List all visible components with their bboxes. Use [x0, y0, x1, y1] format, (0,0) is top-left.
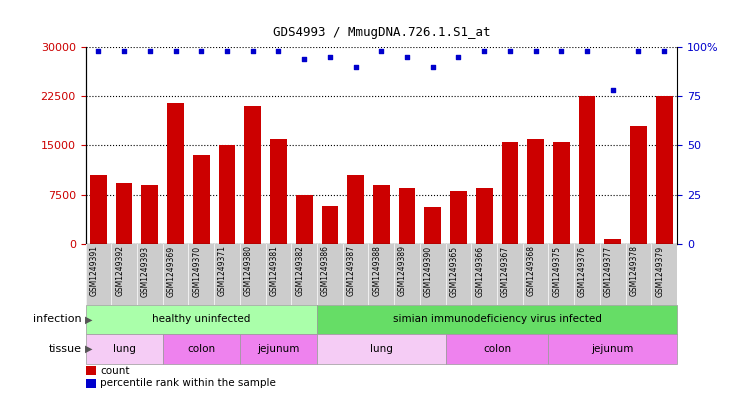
- Bar: [527, 139, 544, 244]
- Point: [350, 64, 362, 70]
- Bar: [116, 184, 132, 244]
- Text: tissue: tissue: [49, 344, 82, 354]
- Point: [272, 48, 284, 54]
- Bar: [141, 185, 158, 244]
- Point: [118, 48, 130, 54]
- Point: [401, 54, 413, 60]
- Bar: [163, 334, 240, 364]
- Bar: [86, 366, 96, 375]
- Text: GSM1249369: GSM1249369: [167, 246, 176, 297]
- Text: simian immunodeficiency virus infected: simian immunodeficiency virus infected: [393, 314, 601, 324]
- Text: jejunum: jejunum: [591, 344, 634, 354]
- Text: GSM1249382: GSM1249382: [295, 246, 304, 296]
- Text: GDS4993 / MmugDNA.726.1.S1_at: GDS4993 / MmugDNA.726.1.S1_at: [272, 26, 490, 39]
- Point: [196, 48, 208, 54]
- Text: lung: lung: [370, 344, 393, 354]
- Point: [530, 48, 542, 54]
- Text: GSM1249391: GSM1249391: [89, 246, 98, 296]
- Text: lung: lung: [112, 344, 135, 354]
- Point: [376, 48, 388, 54]
- Text: count: count: [100, 365, 130, 376]
- Bar: [424, 207, 441, 244]
- Text: GSM1249366: GSM1249366: [475, 246, 484, 297]
- Point: [221, 48, 233, 54]
- Text: GSM1249368: GSM1249368: [527, 246, 536, 296]
- Text: GSM1249378: GSM1249378: [629, 246, 638, 296]
- Bar: [450, 191, 466, 244]
- Bar: [86, 305, 317, 334]
- Bar: [86, 379, 96, 388]
- Text: GSM1249387: GSM1249387: [347, 246, 356, 296]
- Text: GSM1249371: GSM1249371: [218, 246, 227, 296]
- Text: ▶: ▶: [85, 314, 92, 324]
- Bar: [548, 334, 677, 364]
- Bar: [167, 103, 184, 244]
- Bar: [317, 334, 446, 364]
- Text: healthy uninfected: healthy uninfected: [152, 314, 251, 324]
- Text: GSM1249390: GSM1249390: [424, 246, 433, 297]
- Bar: [240, 334, 317, 364]
- Point: [555, 48, 567, 54]
- Text: GSM1249381: GSM1249381: [269, 246, 278, 296]
- Point: [658, 48, 670, 54]
- Text: GSM1249375: GSM1249375: [552, 246, 561, 297]
- Bar: [446, 334, 548, 364]
- Text: GSM1249389: GSM1249389: [398, 246, 407, 296]
- Text: GSM1249388: GSM1249388: [372, 246, 381, 296]
- Bar: [270, 139, 286, 244]
- Bar: [90, 175, 107, 244]
- Bar: [321, 206, 339, 244]
- Bar: [553, 142, 570, 244]
- Bar: [317, 305, 677, 334]
- Text: GSM1249392: GSM1249392: [115, 246, 124, 296]
- Point: [607, 87, 619, 94]
- Text: GSM1249393: GSM1249393: [141, 246, 150, 297]
- Text: GSM1249367: GSM1249367: [501, 246, 510, 297]
- Bar: [655, 96, 673, 244]
- Text: colon: colon: [187, 344, 215, 354]
- Point: [452, 54, 464, 60]
- Text: percentile rank within the sample: percentile rank within the sample: [100, 378, 276, 388]
- Point: [504, 48, 516, 54]
- Text: GSM1249365: GSM1249365: [449, 246, 458, 297]
- Point: [478, 48, 490, 54]
- Point: [632, 48, 644, 54]
- Bar: [604, 239, 621, 244]
- Bar: [476, 188, 493, 244]
- Text: GSM1249376: GSM1249376: [578, 246, 587, 297]
- Bar: [630, 126, 647, 244]
- Point: [170, 48, 182, 54]
- Bar: [86, 334, 163, 364]
- Point: [324, 54, 336, 60]
- Text: colon: colon: [483, 344, 511, 354]
- Text: GSM1249379: GSM1249379: [655, 246, 664, 297]
- Bar: [501, 142, 519, 244]
- Bar: [219, 145, 235, 244]
- Text: ▶: ▶: [85, 344, 92, 354]
- Text: infection: infection: [33, 314, 82, 324]
- Bar: [347, 175, 364, 244]
- Text: GSM1249370: GSM1249370: [192, 246, 202, 297]
- Point: [144, 48, 155, 54]
- Point: [427, 64, 439, 70]
- Point: [92, 48, 104, 54]
- Bar: [399, 188, 415, 244]
- Text: jejunum: jejunum: [257, 344, 300, 354]
- Text: GSM1249386: GSM1249386: [321, 246, 330, 296]
- Bar: [373, 185, 390, 244]
- Text: GSM1249380: GSM1249380: [244, 246, 253, 296]
- Bar: [579, 96, 595, 244]
- Point: [581, 48, 593, 54]
- Text: GSM1249377: GSM1249377: [603, 246, 613, 297]
- Bar: [244, 106, 261, 244]
- Bar: [193, 155, 210, 244]
- Point: [247, 48, 259, 54]
- Bar: [296, 195, 312, 244]
- Point: [298, 56, 310, 62]
